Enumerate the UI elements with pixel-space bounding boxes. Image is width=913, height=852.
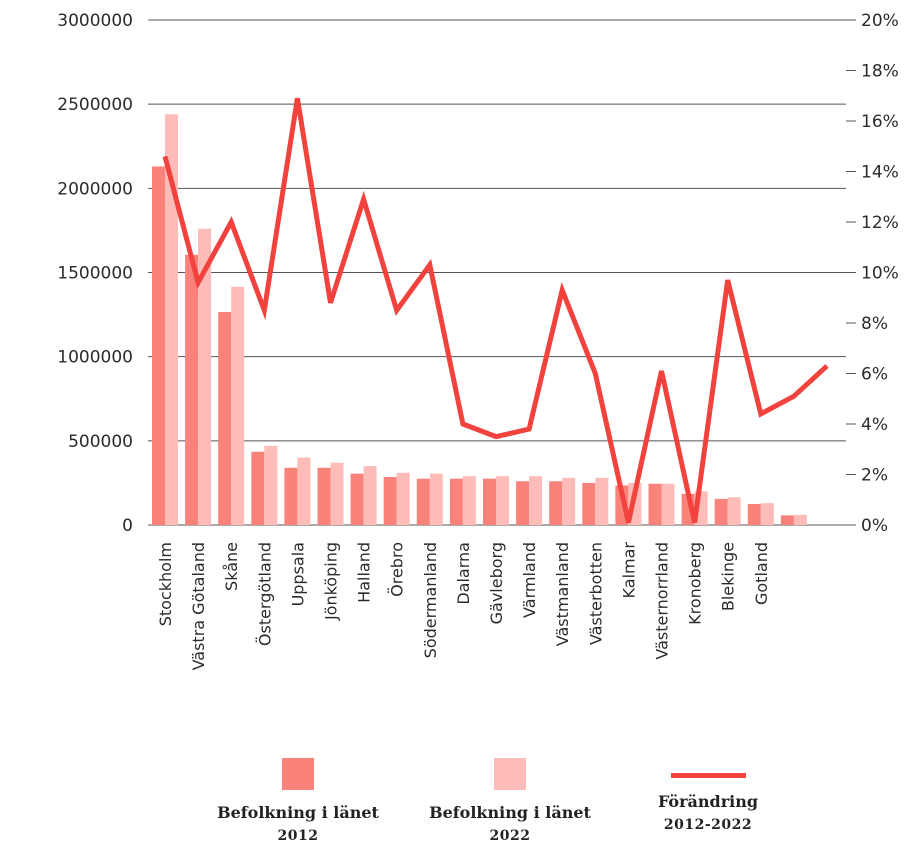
bar-2012 <box>549 481 562 525</box>
x-category-label: Gotland <box>752 542 771 605</box>
bar-2012 <box>582 483 595 525</box>
bar-2022 <box>231 287 244 525</box>
legend-swatch-2012 <box>282 758 314 790</box>
x-category-label: Kalmar <box>619 542 638 599</box>
bar-2012 <box>748 504 761 525</box>
bars <box>152 114 807 525</box>
bar-2012 <box>781 515 794 525</box>
x-category-label: Gävleborg <box>487 542 506 624</box>
x-axis-categories: Stockholm Västra Götaland Skåne Östergötlan… <box>156 542 771 671</box>
x-category-label: Blekinge <box>719 542 738 611</box>
bar-2022 <box>496 476 509 525</box>
x-category-label: Västmanland <box>553 542 572 646</box>
x-category-label: Östergötland <box>255 542 274 646</box>
legend-label-2012: Befolkning i länet <box>178 802 418 824</box>
y-left-tick-label: 1000000 <box>57 348 133 368</box>
y-left-tick-label: 3000000 <box>57 11 133 31</box>
bar-2012 <box>218 312 231 525</box>
bar-2022 <box>463 476 476 525</box>
bar-2012 <box>351 474 364 525</box>
y-right-tick-label: 16% <box>861 112 899 132</box>
legend-sub-change: 2012-2022 <box>588 813 828 837</box>
x-category-label: Västernorrland <box>653 542 672 660</box>
bar-2022 <box>364 466 377 525</box>
y-right-tick-label: 6% <box>861 365 888 385</box>
y-left-tick-label: 2500000 <box>57 95 133 115</box>
x-category-label: Kronoberg <box>686 542 705 625</box>
chart: 0 500000 1000000 1500000 2000000 2500000 30000… <box>0 0 913 740</box>
bar-2022 <box>761 503 774 525</box>
legend-item-2012: Befolkning i länet 2012 <box>178 758 418 848</box>
legend-swatch-2022 <box>494 758 526 790</box>
x-category-label: Västerbotten <box>586 542 605 645</box>
bar-2022 <box>430 474 443 525</box>
y-right-tick-label: 14% <box>861 163 899 183</box>
bar-2012 <box>516 481 529 525</box>
x-category-label: Halland <box>355 542 374 603</box>
x-category-label: Jönköping <box>322 542 341 621</box>
bar-2012 <box>483 479 496 525</box>
bar-2022 <box>264 446 277 525</box>
x-category-label: Södermanland <box>421 542 440 658</box>
bar-2012 <box>715 499 728 525</box>
bar-2012 <box>251 452 264 525</box>
y-right-tick-label: 10% <box>861 264 899 284</box>
bar-2022 <box>529 476 542 525</box>
bar-2022 <box>595 478 608 525</box>
bar-2022 <box>297 458 310 525</box>
y-axis-left: 0 500000 1000000 1500000 2000000 2500000 30000… <box>57 11 133 536</box>
x-category-label: Dalarna <box>454 542 473 605</box>
bar-2012 <box>284 468 297 525</box>
y-left-tick-label: 500000 <box>68 432 133 452</box>
y-axis-right: 0% 2% 4% 6% 8% 10% 12% 14% 16% 18% 20% <box>846 11 899 536</box>
legend-line-swatch <box>671 773 746 778</box>
bar-2012 <box>384 477 397 525</box>
bar-2022 <box>662 484 675 525</box>
bar-2012 <box>152 166 165 525</box>
x-category-label: Värmland <box>520 542 539 618</box>
bar-2022 <box>562 478 575 525</box>
legend: Befolkning i länet 2012 Befolkning i län… <box>0 758 913 852</box>
x-category-label: Uppsala <box>288 542 307 606</box>
bar-2012 <box>450 479 463 525</box>
y-right-tick-label: 4% <box>861 415 888 435</box>
bar-2012 <box>649 484 662 525</box>
bar-2012 <box>185 255 198 525</box>
y-right-tick-label: 18% <box>861 62 899 82</box>
bar-2022 <box>331 463 344 525</box>
y-left-tick-label: 1500000 <box>57 264 133 284</box>
y-right-tick-label: 12% <box>861 213 899 233</box>
legend-label-change: Förändring <box>588 791 828 813</box>
bar-2022 <box>794 515 807 525</box>
y-right-tick-label: 20% <box>861 11 899 31</box>
y-right-tick-label: 8% <box>861 314 888 334</box>
y-left-tick-label: 0 <box>122 516 133 536</box>
bar-2022 <box>397 473 410 525</box>
x-category-label: Stockholm <box>156 542 175 626</box>
x-category-label: Västra Götaland <box>189 542 208 670</box>
y-left-tick-label: 2000000 <box>57 179 133 199</box>
legend-sub-2012: 2012 <box>178 824 418 848</box>
x-category-label: Skåne <box>222 542 241 591</box>
bar-2012 <box>417 479 430 525</box>
y-right-tick-label: 2% <box>861 466 888 486</box>
legend-item-change: Förändring 2012-2022 <box>588 758 828 837</box>
bar-2012 <box>318 468 331 525</box>
x-category-label: Örebro <box>388 542 407 597</box>
bar-2022 <box>728 497 741 525</box>
y-right-tick-label: 0% <box>861 516 888 536</box>
